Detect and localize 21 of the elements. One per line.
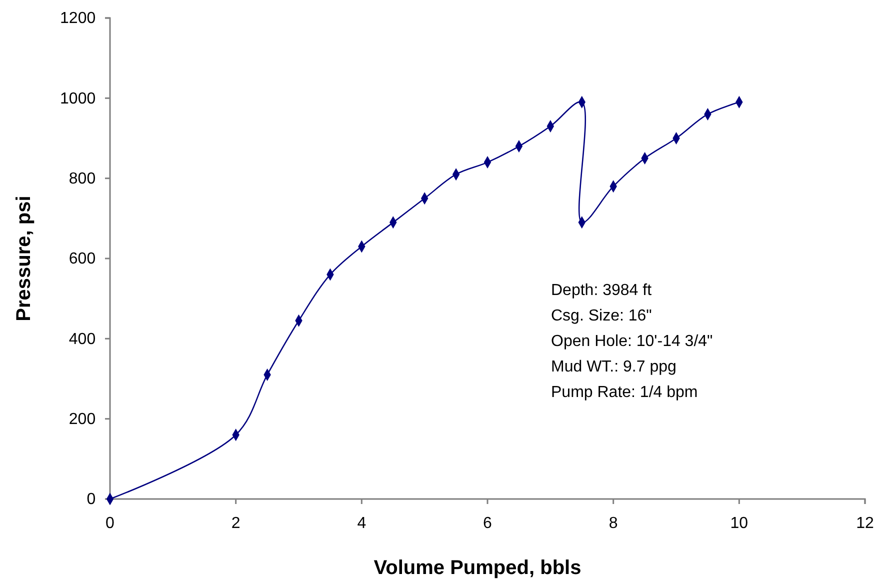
y-tick-label: 600 <box>68 250 96 268</box>
y-tick-label: 200 <box>68 410 96 428</box>
x-tick-label: 12 <box>856 514 874 532</box>
y-tick-label: 400 <box>68 330 96 348</box>
y-tick-label: 1000 <box>60 90 96 108</box>
y-tick-label: 0 <box>86 491 96 508</box>
annotation: Depth: 3984 ft <box>551 282 652 299</box>
annotation: Pump Rate: 1/4 bpm <box>551 384 698 401</box>
x-axis-title: Volume Pumped, bbls <box>374 557 582 579</box>
x-tick-label: 0 <box>106 514 115 532</box>
annotation: Mud WT.: 9.7 ppg <box>551 358 676 376</box>
x-tick-label: 6 <box>483 514 492 532</box>
x-tick-label: 10 <box>730 514 748 532</box>
x-tick-label: 8 <box>608 514 618 532</box>
y-axis-title: Pressure, psi <box>13 196 35 322</box>
annotation: Csg. Size: 16" <box>551 308 652 324</box>
x-tick-label: 4 <box>357 514 366 532</box>
y-tick-label: 800 <box>68 170 96 188</box>
annotation: Open Hole: 10'-14 3/4" <box>551 333 713 350</box>
y-tick-label: 1200 <box>60 10 96 28</box>
x-tick-label: 2 <box>231 514 240 532</box>
